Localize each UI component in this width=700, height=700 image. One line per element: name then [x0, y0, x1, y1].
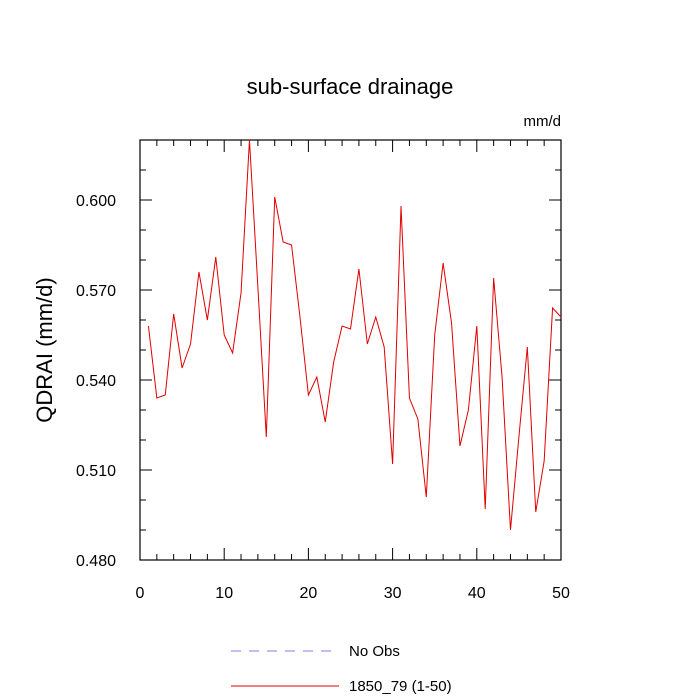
data-point: [223, 334, 226, 337]
y-tick-label: 0.570: [76, 283, 116, 300]
y-tick-label: 0.540: [76, 373, 116, 390]
data-point: [332, 361, 335, 364]
units-label: mm/d: [524, 113, 562, 130]
legend: No Obs 1850_79 (1-50): [231, 643, 452, 695]
data-point: [265, 436, 268, 439]
x-tick-label: 10: [215, 585, 233, 602]
data-point: [248, 139, 251, 142]
data-point: [307, 394, 310, 397]
data-point: [408, 397, 411, 400]
data-point: [240, 292, 243, 295]
data-point: [391, 463, 394, 466]
x-tick-label: 0: [136, 585, 145, 602]
y-tick-label: 0.510: [76, 463, 116, 480]
chart-title: sub-surface drainage: [247, 74, 454, 99]
data-point: [155, 397, 158, 400]
data-point: [517, 436, 520, 439]
data-point: [324, 421, 327, 424]
data-point: [282, 241, 285, 244]
data-point: [551, 307, 554, 310]
data-point: [442, 262, 445, 265]
data-point: [206, 319, 209, 322]
data-point: [475, 325, 478, 328]
data-point: [560, 316, 563, 319]
data-point: [315, 376, 318, 379]
data-point: [181, 367, 184, 370]
data-point: [534, 511, 537, 514]
data-point: [256, 286, 259, 289]
data-point: [273, 196, 276, 199]
data-point: [147, 325, 150, 328]
x-tick-label: 20: [300, 585, 318, 602]
data-point: [383, 346, 386, 349]
data-point: [492, 277, 495, 280]
data-point: [197, 271, 200, 274]
series-layer: [147, 139, 563, 532]
data-point: [501, 376, 504, 379]
data-point: [400, 205, 403, 208]
data-point: [416, 418, 419, 421]
x-tick-label: 40: [468, 585, 486, 602]
y-tick-label: 0.480: [76, 553, 116, 570]
plot-frame: [139, 139, 562, 561]
data-point: [433, 334, 436, 337]
data-point: [172, 313, 175, 316]
data-point: [467, 409, 470, 412]
axis-tick-labels: 0 10 20 30 40 50 0.480 0.510 0.540 0.570 0.600: [76, 193, 570, 602]
legend-label: 1850_79 (1-50): [349, 678, 452, 695]
axis-ticks: [139, 139, 562, 561]
data-point: [357, 268, 360, 271]
data-point: [458, 445, 461, 448]
data-point: [341, 325, 344, 328]
data-point: [450, 322, 453, 325]
data-point: [214, 256, 217, 259]
y-axis-label: QDRAI (mm/d): [32, 277, 57, 422]
data-point: [543, 460, 546, 463]
x-tick-label: 30: [384, 585, 402, 602]
data-point: [484, 508, 487, 511]
x-tick-label: 50: [552, 585, 570, 602]
series-line: [147, 139, 562, 531]
data-point: [164, 394, 167, 397]
data-point: [298, 316, 301, 319]
data-point: [526, 346, 529, 349]
data-point: [231, 352, 234, 355]
data-point: [366, 343, 369, 346]
data-point: [290, 244, 293, 247]
data-point: [425, 496, 428, 499]
data-point: [349, 328, 352, 331]
y-tick-label: 0.600: [76, 193, 116, 210]
legend-label: No Obs: [349, 643, 400, 660]
data-point: [374, 316, 377, 319]
data-point: [509, 529, 512, 532]
data-point: [189, 343, 192, 346]
